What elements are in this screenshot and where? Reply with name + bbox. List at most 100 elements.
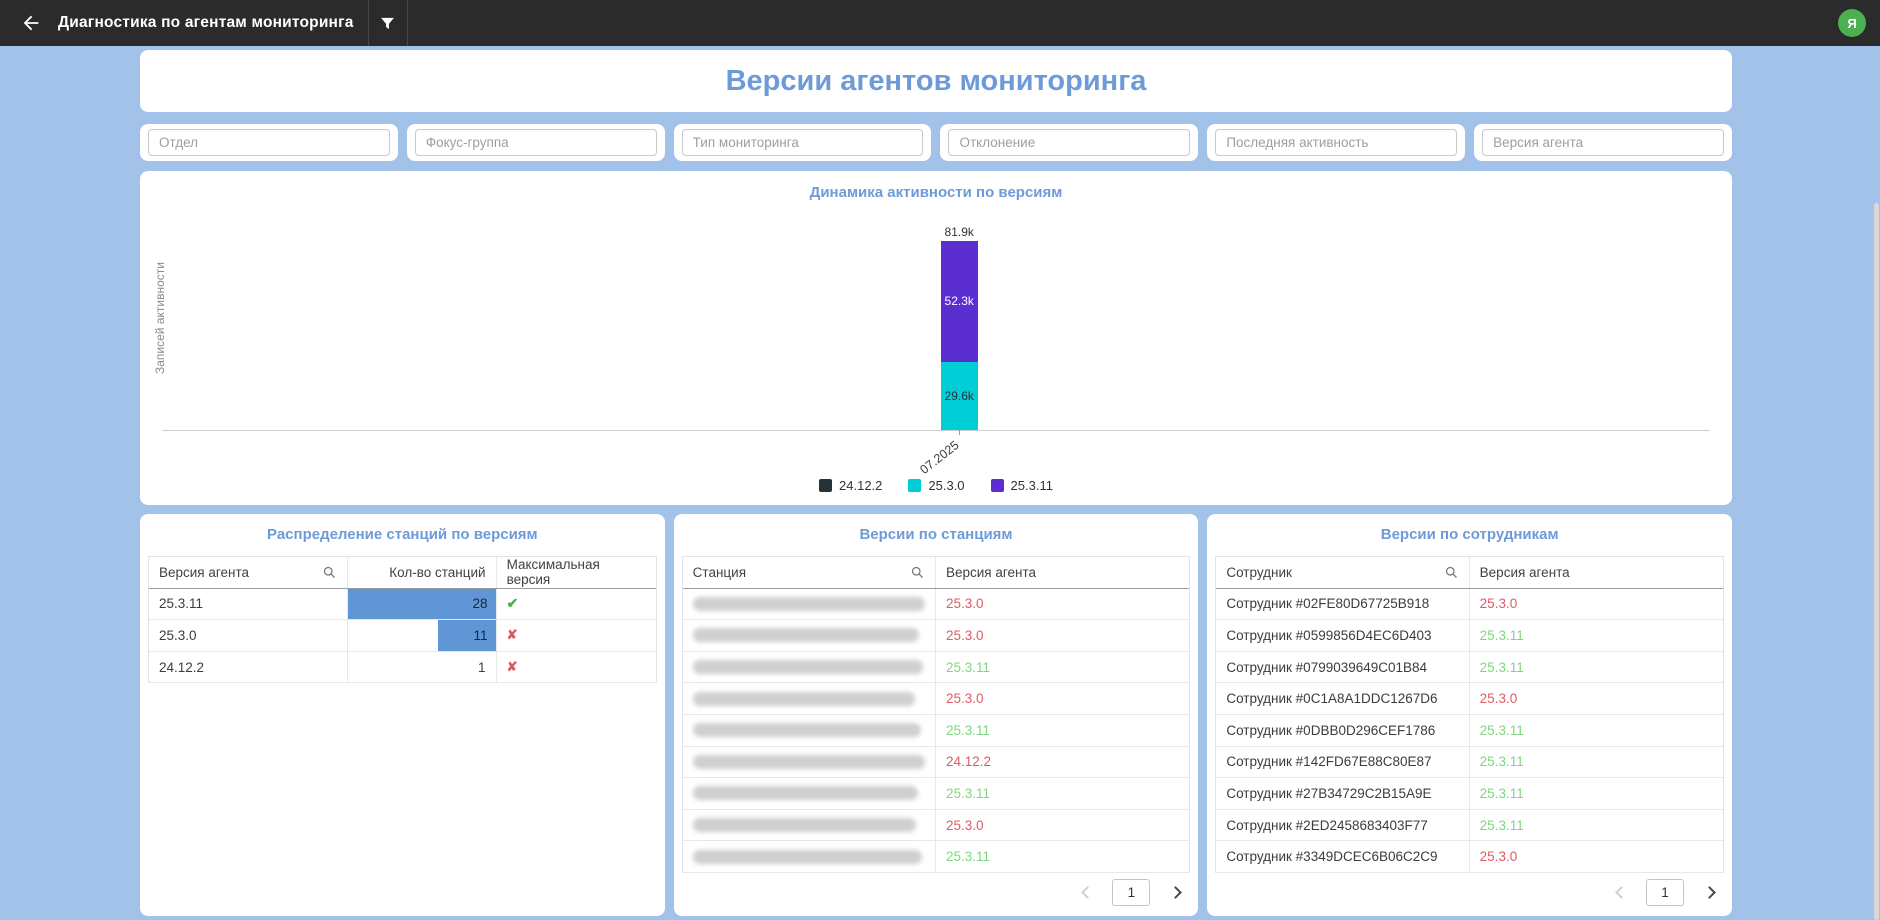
next-page-button[interactable] xyxy=(1698,882,1720,904)
deviation-filter-input[interactable] xyxy=(948,129,1191,156)
station-name-redacted xyxy=(692,849,922,864)
table-row[interactable]: 25.3.0 xyxy=(682,683,1190,715)
station-name-redacted xyxy=(692,786,918,801)
employee-name-cell: Сотрудник #0DBB0D296CEF1786 xyxy=(1216,714,1470,746)
table-row[interactable]: 25.3.11 xyxy=(682,651,1190,684)
filters-row xyxy=(140,124,1732,161)
table-row[interactable]: Сотрудник #2ED2458683403F77 25.3.11 xyxy=(1216,809,1724,842)
page-number-input[interactable] xyxy=(1646,879,1685,906)
table-row[interactable]: 24.12.2 1 ✘ xyxy=(149,651,656,684)
filter-card-focus-group xyxy=(406,124,665,161)
station-name-redacted xyxy=(692,628,919,643)
table-row[interactable]: Сотрудник #3349DCEC6B06C2C9 25.3.0 xyxy=(1216,841,1724,873)
back-button[interactable] xyxy=(14,6,48,40)
chart-y-axis-label: Записей активности xyxy=(153,261,167,374)
station-name-redacted xyxy=(692,660,923,675)
page-scrollbar[interactable] xyxy=(1874,203,1879,920)
station-name-redacted xyxy=(692,754,925,769)
distribution-panel-title: Распределение станций по версиям xyxy=(267,526,538,543)
next-page-button[interactable] xyxy=(1164,882,1186,904)
activity-chart-card: Динамика активности по версиям Записей а… xyxy=(140,171,1732,505)
table-row[interactable]: 25.3.0 xyxy=(682,588,1190,621)
table-row[interactable]: 25.3.11 28 ✔ xyxy=(149,588,656,621)
count-bar: 11 xyxy=(437,620,496,651)
search-icon[interactable] xyxy=(322,565,337,580)
agent-version-cell: 25.3.0 xyxy=(946,817,984,833)
table-row[interactable]: 25.3.0 xyxy=(682,620,1190,652)
column-header: Максимальная версия xyxy=(506,557,600,588)
stations-panel-title: Версии по станциям xyxy=(859,526,1013,543)
agent-version-cell: 25.3.0 xyxy=(1479,849,1518,865)
agent-version-cell: 25.3.0 xyxy=(946,627,984,643)
employees-panel: Версии по сотрудникам Сотрудник Версия а… xyxy=(1207,514,1733,916)
max-version-cell: ✘ xyxy=(497,620,656,651)
legend-item-25.3.11[interactable]: 25.3.11 xyxy=(990,478,1053,493)
legend-label: 25.3.0 xyxy=(928,478,965,493)
legend-item-24.12.2[interactable]: 24.12.2 xyxy=(819,478,882,493)
search-icon[interactable] xyxy=(1444,565,1459,580)
column-header: Кол-во станций xyxy=(348,557,497,588)
employee-name-cell: Сотрудник #0C1A8A1DDC1267D6 xyxy=(1216,683,1470,714)
user-avatar[interactable]: Я xyxy=(1838,9,1866,37)
stations-table-body: 25.3.0 25.3.0 25.3.11 25.3.0 25.3.11 24.12.2 2… xyxy=(682,588,1190,873)
page-number-input[interactable] xyxy=(1112,879,1151,906)
table-row[interactable]: Сотрудник #142FD67E88C80E87 25.3.11 xyxy=(1216,746,1724,779)
employee-name-cell: Сотрудник #142FD67E88C80E87 xyxy=(1216,746,1470,778)
version-cell: 25.3.11 xyxy=(149,588,348,620)
bar-segment-25.3.0[interactable]: 29.6k xyxy=(940,361,978,430)
prev-page-button[interactable] xyxy=(1610,882,1632,904)
station-name-cell xyxy=(683,778,936,809)
stations-paginator xyxy=(674,879,1199,906)
filter-button[interactable] xyxy=(371,6,405,40)
agent-version-filter-input[interactable] xyxy=(1482,129,1724,156)
table-row[interactable]: 25.3.0 11 ✘ xyxy=(149,620,656,652)
count-value: 1 xyxy=(478,659,486,675)
station-count-cell: 28 xyxy=(347,588,497,620)
agent-version-cell: 25.3.11 xyxy=(946,785,991,801)
station-name-cell xyxy=(683,651,936,683)
station-name-cell xyxy=(683,841,936,872)
last-activity-filter-input[interactable] xyxy=(1215,129,1458,156)
distribution-table: Версия агента Кол-во станций Максимальна… xyxy=(148,556,657,684)
max-version-cell: ✘ xyxy=(497,652,656,683)
table-row[interactable]: 24.12.2 xyxy=(682,746,1190,779)
bar-total-label: 81.9k xyxy=(944,225,974,240)
table-row[interactable]: 25.3.11 xyxy=(682,841,1190,873)
monitoring-type-filter-input[interactable] xyxy=(681,129,924,156)
filter-card-last-activity xyxy=(1207,124,1466,161)
legend-item-25.3.0[interactable]: 25.3.0 xyxy=(908,478,965,493)
table-row[interactable]: Сотрудник #0599856D4EC6D403 25.3.11 xyxy=(1216,620,1724,652)
station-name-cell xyxy=(683,714,936,746)
bar-segment-25.3.11[interactable]: 52.3k xyxy=(940,241,978,362)
topbar: Диагностика по агентам мониторинга Я xyxy=(0,0,1880,46)
table-header-row: Сотрудник Версия агента xyxy=(1216,557,1724,589)
table-row[interactable]: 25.3.11 xyxy=(682,778,1190,810)
filter-funnel-icon xyxy=(381,17,394,29)
employees-table: Сотрудник Версия агента Сотрудник #02FE8… xyxy=(1215,556,1725,873)
table-row[interactable]: Сотрудник #02FE80D67725B918 25.3.0 xyxy=(1216,588,1724,621)
cross-icon: ✘ xyxy=(506,659,518,675)
department-filter-input[interactable] xyxy=(148,129,390,156)
agent-version-cell: 25.3.0 xyxy=(1479,691,1518,707)
legend-swatch-icon xyxy=(990,479,1004,492)
prev-page-button[interactable] xyxy=(1076,882,1098,904)
employee-name-cell: Сотрудник #2ED2458683403F77 xyxy=(1216,809,1470,841)
focus-group-filter-input[interactable] xyxy=(414,129,657,156)
employees-table-body: Сотрудник #02FE80D67725B918 25.3.0 Сотрудн… xyxy=(1216,588,1724,873)
filter-card-department xyxy=(140,124,398,161)
count-bar: 28 xyxy=(347,588,496,620)
table-row[interactable]: Сотрудник #0799039649C01B84 25.3.11 xyxy=(1216,651,1724,684)
search-icon[interactable] xyxy=(910,565,925,580)
employee-name-cell: Сотрудник #27B34729C2B15A9E xyxy=(1216,778,1470,809)
column-header: Сотрудник xyxy=(1226,564,1292,580)
table-row[interactable]: Сотрудник #0DBB0D296CEF1786 25.3.11 xyxy=(1216,714,1724,747)
table-row[interactable]: 25.3.11 xyxy=(682,714,1190,747)
agent-version-cell: 25.3.0 xyxy=(946,596,984,612)
table-row[interactable]: Сотрудник #27B34729C2B15A9E 25.3.11 xyxy=(1216,778,1724,810)
station-name-cell xyxy=(683,809,936,841)
table-row[interactable]: 25.3.0 xyxy=(682,809,1190,842)
table-row[interactable]: Сотрудник #0C1A8A1DDC1267D6 25.3.0 xyxy=(1216,683,1724,715)
stations-table: Станция Версия агента 25.3.0 25.3.0 25.3.1… xyxy=(681,556,1191,873)
station-name-redacted xyxy=(692,691,915,706)
table-header-row: Станция Версия агента xyxy=(682,557,1190,589)
